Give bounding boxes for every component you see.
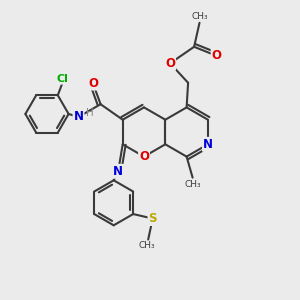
Text: CH₃: CH₃ <box>184 180 201 189</box>
Text: Cl: Cl <box>56 74 68 84</box>
Text: CH₃: CH₃ <box>138 241 155 250</box>
Text: O: O <box>165 57 175 70</box>
Text: S: S <box>148 212 157 225</box>
Text: H: H <box>86 108 94 118</box>
Text: N: N <box>203 138 213 151</box>
Text: O: O <box>139 150 149 163</box>
Text: CH₃: CH₃ <box>191 12 208 21</box>
Text: O: O <box>88 76 98 90</box>
Text: O: O <box>212 49 222 62</box>
Text: N: N <box>113 165 123 178</box>
Text: N: N <box>74 110 83 124</box>
